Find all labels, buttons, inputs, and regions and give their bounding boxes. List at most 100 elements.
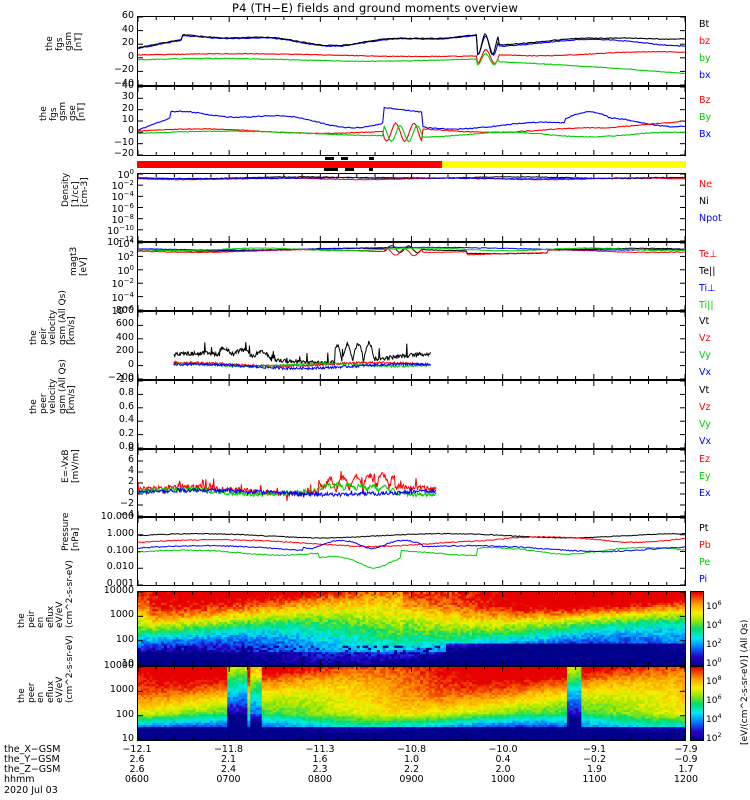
page-title: P4 (TH−E) fields and ground moments over…	[231, 1, 519, 15]
y-tick-label: 6	[127, 454, 134, 465]
legend-label-Vy: Vy	[699, 350, 711, 361]
y-tick-label: 10−4	[111, 190, 134, 204]
y-tick-label: 10	[121, 658, 134, 669]
coordinate-value: −11.3	[305, 744, 335, 755]
time-tick-label: 0800	[307, 774, 333, 785]
time-row-label: hhmm	[4, 774, 35, 785]
colorbar-tick-label: 100	[706, 656, 722, 669]
y-tick-label: −4	[119, 509, 134, 520]
y-tick-label: 60	[121, 10, 134, 21]
legend-label-Vt: Vt	[699, 385, 710, 396]
panel-magt3	[137, 242, 686, 311]
panel-peer-spectrogram	[137, 666, 686, 741]
coordinate-value: −10.8	[396, 744, 427, 755]
y-tick-label: 0	[127, 125, 134, 137]
coordinate-value: −0.2	[582, 754, 607, 765]
y-tick-label: 10−2	[111, 179, 134, 193]
y-tick-label: 200	[115, 345, 134, 357]
y-tick-label: 0.6	[118, 400, 134, 412]
legend-label-Ex: Ex	[699, 488, 711, 499]
y-tick-label: 10.000	[100, 511, 134, 522]
y-tick-label: 10−2	[111, 277, 134, 291]
y-tick-label: −10	[113, 136, 134, 148]
y-tick-label: 800	[115, 305, 134, 316]
y-tick-label: 10−10	[107, 223, 134, 237]
y-tick-label: 400	[115, 331, 134, 343]
coordinate-row-label: the_Y−GSM	[4, 754, 60, 765]
y-tick-label: −200	[107, 372, 134, 383]
y-tick-label: 20	[121, 102, 134, 114]
panel-peer-velocity	[137, 380, 686, 449]
colorbar-tick-label: 104	[706, 712, 722, 725]
coordinate-value: −7.9	[674, 744, 698, 755]
panel-pressure	[137, 517, 686, 586]
y-tick-label: 0	[127, 358, 134, 370]
legend-label-Ti: Ti||	[699, 300, 714, 311]
legend-label-bz: bz	[699, 36, 711, 47]
panel-peir-velocity	[137, 311, 686, 380]
y-tick-label: 10	[121, 114, 134, 125]
legend-label-Vy: Vy	[699, 419, 711, 430]
colorbar-peer	[690, 666, 704, 741]
y-tick-label: −20	[113, 64, 134, 76]
coordinate-value: 1.6	[312, 754, 328, 765]
y-tick-label: 10000	[103, 660, 134, 671]
y-tick-label: 102	[117, 250, 134, 264]
legend-label-Vz: Vz	[699, 402, 711, 413]
legend-label-by: by	[699, 53, 711, 64]
coordinate-value: 0.4	[495, 754, 511, 765]
y-tick-label: 10−6	[111, 201, 134, 215]
y-tick-label: 10−8	[111, 212, 134, 226]
y-tick-label: 2	[127, 476, 134, 487]
coordinate-value: 2.6	[129, 764, 145, 775]
legend-label-By: By	[699, 112, 712, 123]
coordinate-value: −10.0	[488, 744, 518, 755]
coordinate-value: 2.2	[403, 764, 420, 775]
y-tick-label: 30	[121, 91, 134, 103]
legend-label-Ni: Ni	[699, 196, 709, 207]
colorbar-tick-label: 108	[706, 674, 722, 687]
colorbar-peir	[690, 591, 704, 666]
legend-label-Vx: Vx	[699, 367, 712, 378]
legend-label-Vt: Vt	[699, 316, 710, 327]
y-tick-label: 1.000	[106, 527, 134, 539]
legend-label-Vz: Vz	[699, 333, 711, 344]
colorbar-tick-label: 104	[706, 618, 722, 631]
status-tick	[344, 168, 354, 171]
y-tick-label: −2	[119, 498, 134, 509]
coordinate-value: 2.0	[495, 764, 511, 775]
legend-label-Bx: Bx	[699, 129, 712, 140]
legend-label-Ne: Ne	[699, 179, 712, 190]
legend-label-Pi: Pi	[699, 574, 708, 585]
coordinate-value: −0.9	[674, 754, 698, 765]
coordinate-value: 1.7	[678, 764, 694, 775]
legend-label-Bz: Bz	[699, 95, 711, 106]
panel-fgs-gsm-gse	[137, 86, 686, 156]
coordinate-value: 2.1	[220, 754, 237, 765]
coordinate-value: 2.4	[220, 764, 237, 775]
coordinate-value: 2.3	[312, 764, 328, 775]
y-tick-label: 0.001	[106, 578, 134, 589]
y-tick-label: 100	[117, 263, 134, 277]
y-tick-label: 100	[115, 708, 134, 720]
coordinate-value: −9.1	[582, 744, 607, 755]
y-tick-label: 600	[115, 318, 134, 330]
colorbar-title: [eV/(cm^2-s-sr-eV)] (All Qs)	[740, 619, 750, 745]
legend-label-Npot: Npot	[699, 213, 722, 224]
y-tick-label: 40	[121, 80, 134, 91]
legend-label-Ey: Ey	[699, 471, 711, 482]
coordinate-value: 1.9	[586, 764, 603, 775]
legend-label-Pe: Pe	[699, 557, 711, 568]
status-bar	[137, 161, 686, 168]
time-tick-label: 0700	[216, 774, 241, 785]
y-tick-label: −20	[113, 148, 134, 159]
status-tick	[325, 157, 335, 160]
legend-label-Te: Te||	[699, 266, 716, 277]
y-tick-label: 4	[127, 465, 134, 476]
colorbar-tick-label: 102	[706, 731, 722, 744]
y-tick-label: 0.010	[106, 561, 134, 573]
status-segment-1	[441, 161, 686, 168]
legend-label-Ez: Ez	[699, 454, 710, 465]
status-tick	[368, 168, 373, 171]
